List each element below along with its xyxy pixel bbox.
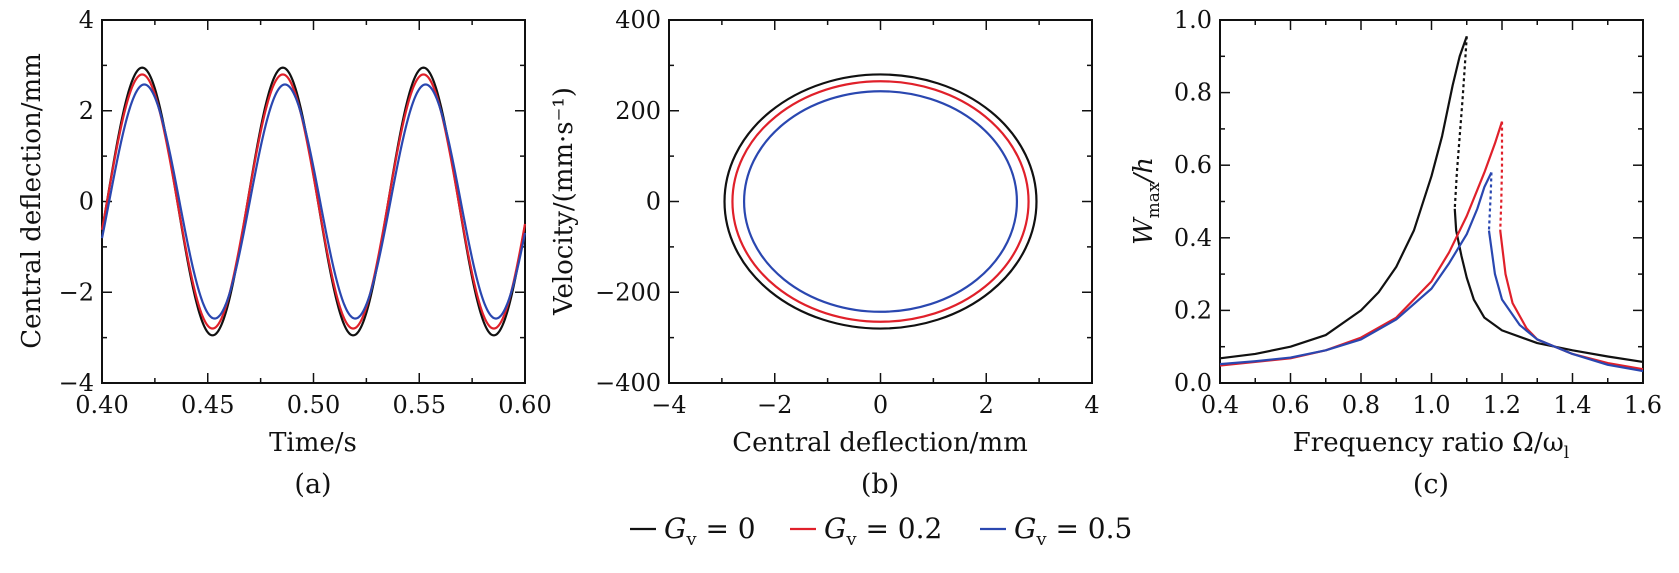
phase-ellipse-1: [731, 80, 1030, 323]
legend-entry-1: Gv = 0.2: [824, 512, 942, 550]
legend-entry-0: Gv = 0: [664, 512, 756, 550]
panel-a-xlabel: Time/s: [269, 428, 357, 458]
phase-ellipse-2: [742, 90, 1019, 313]
panel-c-label: (c): [1413, 469, 1449, 500]
legend-symbol: G: [664, 512, 686, 545]
y-tick-label: −400: [595, 369, 661, 397]
y-tick-label: 1.0: [1174, 6, 1212, 34]
panel-c-ylabel-rest: /h: [1129, 157, 1159, 186]
legend-sub: v: [845, 529, 857, 550]
panel-c-frame: [1219, 19, 1644, 384]
panel-b-label: (b): [861, 469, 899, 500]
panel-b-curves: [723, 73, 1038, 330]
x-tick-label: −2: [757, 391, 792, 419]
legend-symbol: G: [824, 512, 846, 545]
series-line-2: [100, 83, 527, 320]
y-tick-label: 0: [79, 188, 94, 216]
y-tick-label: 0.8: [1174, 79, 1212, 107]
panel-a: 0.40 0.45 0.50 0.55 0.60 −4 −2 0 2 4 Time/s Centr…: [17, 6, 552, 500]
x-tick-label: 0.40: [75, 391, 128, 419]
y-tick-label: 0.2: [1174, 296, 1212, 324]
x-tick-label: 0.4: [1201, 391, 1239, 419]
x-tick-label: 2: [979, 391, 994, 419]
y-tick-label: 200: [615, 97, 661, 125]
series-line-1: [100, 73, 527, 330]
x-tick-label: 0.55: [393, 391, 446, 419]
x-tick-label: 1.4: [1553, 391, 1591, 419]
panel-c-ylabel: Wmax/h: [1129, 157, 1164, 245]
legend-sub: v: [685, 529, 697, 550]
x-tick-label: 4: [1084, 391, 1099, 419]
panel-b: −4 −2 0 2 4 −400 −200 0 200 400 Central deflectio…: [549, 6, 1100, 500]
legend-value: = 0.5: [1047, 512, 1133, 545]
panel-c: 0.4 0.6 0.8 1.0 1.2 1.4 1.60.00.20.40.60.81.0 …: [1129, 6, 1662, 500]
response-upper-0: [1219, 35, 1468, 360]
phase-ellipse-0: [723, 73, 1038, 330]
panel-b-ticks: −4 −2 0 2 4 −400 −200 0 200 400: [595, 6, 1100, 419]
panel-c-xlabel: Frequency ratio Ω/ωl: [1293, 428, 1569, 463]
panel-c-curves: [1219, 35, 1644, 373]
response-unstable-0: [1453, 36, 1468, 209]
y-tick-label: −4: [59, 369, 94, 397]
response-lower-1: [1499, 230, 1644, 371]
legend-value: = 0: [697, 512, 756, 545]
x-tick-label: 0.50: [287, 391, 340, 419]
legend: Gv = 0 Gv = 0.2 Gv = 0.5: [630, 512, 1132, 550]
x-tick-label: 1.0: [1412, 391, 1450, 419]
y-tick-label: −200: [595, 278, 661, 306]
panel-c-ylabel-sub: max: [1144, 182, 1164, 218]
y-tick-label: 0.4: [1174, 224, 1212, 252]
y-tick-label: 400: [615, 6, 661, 34]
x-tick-label: 0.8: [1342, 391, 1380, 419]
y-tick-label: 0.0: [1174, 369, 1212, 397]
x-tick-label: 0.45: [181, 391, 234, 419]
y-tick-label: −2: [59, 278, 94, 306]
panel-c-ticks: 0.4 0.6 0.8 1.0 1.2 1.4 1.6 0.0 0.2 0.4 0.6 0.8 1.0: [1174, 6, 1662, 419]
panel-b-xlabel: Central deflection/mm: [732, 428, 1028, 458]
x-tick-label: 0.6: [1271, 391, 1309, 419]
response-unstable-1: [1499, 121, 1504, 231]
response-lower-0: [1453, 208, 1644, 364]
x-tick-label: 1.2: [1483, 391, 1521, 419]
legend-value: = 0.2: [857, 512, 943, 545]
legend-sub: v: [1035, 529, 1047, 550]
panel-b-ylabel: Velocity/(mm·s⁻¹): [549, 87, 579, 316]
x-tick-label: 0: [873, 391, 888, 419]
panel-a-ticks: 0.40 0.45 0.50 0.55 0.60 −4 −2 0 2 4: [59, 6, 552, 419]
x-tick-label: 0.60: [498, 391, 551, 419]
y-tick-label: 0: [646, 188, 661, 216]
legend-symbol: G: [1014, 512, 1036, 545]
response-unstable-2: [1487, 172, 1493, 231]
panel-a-curves: [100, 66, 527, 337]
y-tick-label: 4: [79, 6, 94, 34]
response-upper-2: [1219, 171, 1493, 366]
panel-a-ylabel: Central deflection/mm: [17, 53, 47, 349]
y-tick-label: 2: [79, 97, 94, 125]
panel-c-ylabel-main: W: [1129, 216, 1159, 245]
legend-entry-2: Gv = 0.5: [1014, 512, 1132, 550]
x-tick-label: 1.6: [1624, 391, 1662, 419]
x-tick-label: −4: [651, 391, 686, 419]
response-lower-2: [1487, 230, 1644, 373]
panel-c-xlabel-sub: l: [1564, 443, 1569, 463]
y-tick-label: 0.6: [1174, 151, 1212, 179]
panel-a-label: (a): [294, 469, 331, 500]
panel-c-xlabel-main: Frequency ratio Ω/ω: [1293, 428, 1564, 458]
